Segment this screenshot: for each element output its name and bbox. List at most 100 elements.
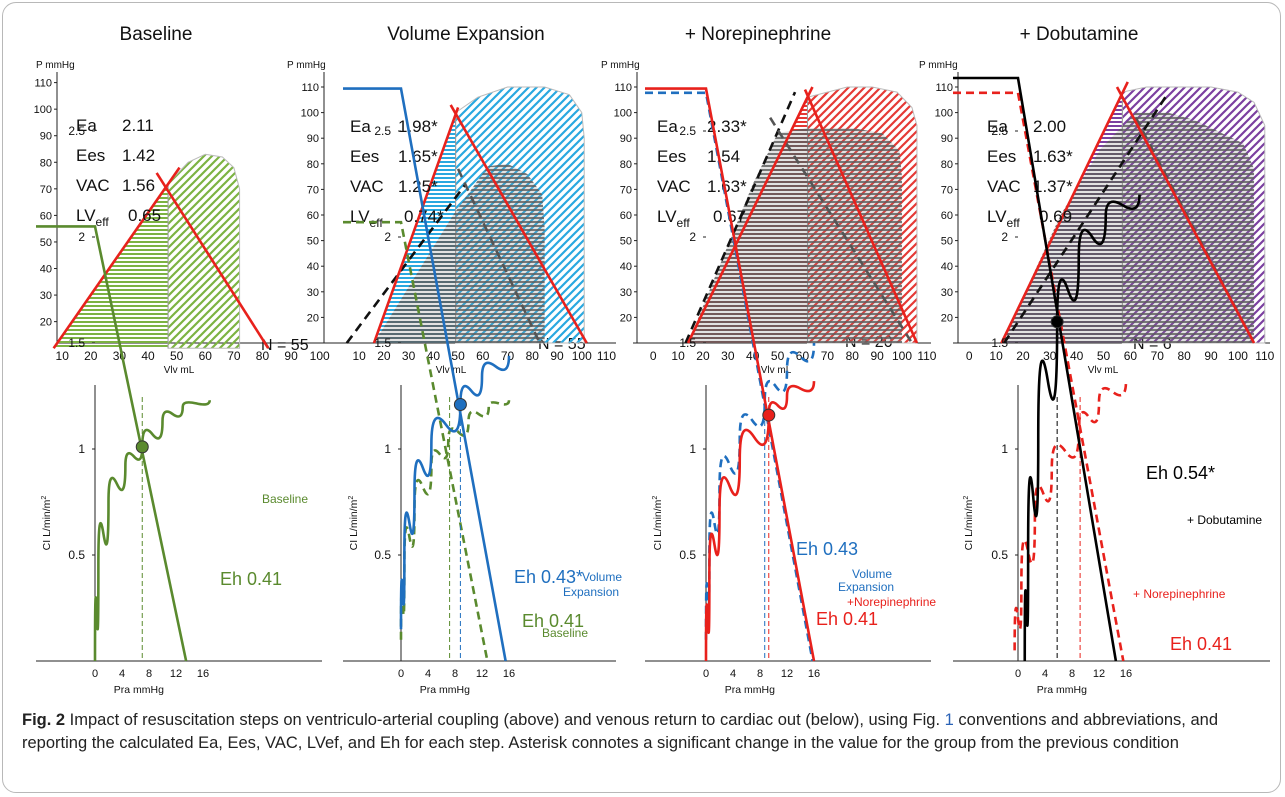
pv-x-tick-label: 50: [1097, 349, 1111, 363]
pv-x-tick-label: 70: [1151, 349, 1165, 363]
pv-previous-ees-line: [345, 183, 467, 344]
vr-eh-label: Eh 0.54*: [1146, 463, 1215, 483]
vr-x-tick-label: 16: [503, 668, 515, 680]
pv-stat-value: 1.42: [122, 146, 155, 165]
vr-y-axis-label: CI L/min/m2: [348, 496, 360, 551]
vr-y-tick-label: 2: [689, 230, 696, 244]
vr-panel-4: 0.5 1 1.5 2 2.5 0 4 8 12 16 Pra mmHg CI L/min/m2 + D…: [953, 76, 1270, 696]
pv-y-tick-label: 60: [620, 210, 632, 222]
pv-x-tick-label: 100: [310, 349, 330, 363]
pv-x-tick-label: 70: [227, 349, 241, 363]
vr-y-tick-label: 2: [78, 230, 85, 244]
pv-x-tick-label: 20: [696, 349, 710, 363]
pv-x-tick-label: 10: [352, 349, 366, 363]
vr-cardiac-function-curve: [399, 355, 511, 630]
pv-panel-title: + Dobutamine: [1020, 24, 1139, 45]
pv-y-tick-label: 60: [40, 210, 52, 222]
pv-y-tick-label: 40: [941, 261, 953, 273]
pv-stat-name: VAC: [657, 177, 691, 196]
pv-x-tick-label: 30: [1043, 349, 1057, 363]
pv-y-tick-label: 50: [40, 237, 52, 249]
pv-stat-name: VAC: [987, 177, 1021, 196]
pv-x-tick-label: 60: [796, 349, 810, 363]
vr-series-label: Baseline: [262, 492, 308, 506]
pv-x-axis-label: Vlv mL: [1088, 365, 1119, 376]
vr-venous-return-curve: [343, 220, 489, 662]
vr-eh-label: Eh 0.43: [796, 539, 858, 559]
vr-cardiac-function-curve: [93, 400, 212, 662]
pv-x-tick-label: 60: [199, 349, 213, 363]
pv-stat-subscript: eff: [677, 216, 691, 230]
vr-x-tick-label: 16: [197, 668, 209, 680]
pv-loop-ejection-area: [167, 153, 241, 349]
pv-previous-loop: [688, 127, 903, 344]
vr-series-label: Expansion: [838, 580, 894, 594]
pv-y-tick-label: 30: [620, 287, 632, 299]
vr-series-label: + Dobutamine: [1187, 513, 1262, 527]
vr-eh-label: Eh 0.41: [220, 569, 282, 589]
vr-y-axis-label-sup: 2: [652, 496, 659, 500]
pv-x-tick-label: 110: [597, 349, 616, 363]
vr-venous-return-curve: [36, 225, 188, 662]
pv-y-tick-label: 50: [620, 236, 632, 248]
vr-y-axis-label-sup: 2: [41, 496, 48, 500]
pv-stat-value: 1.63*: [1033, 147, 1073, 166]
pv-x-tick-label: 90: [1204, 349, 1218, 363]
pv-stat-name: VAC: [76, 176, 110, 195]
pv-stat-subscript: eff: [1007, 216, 1021, 230]
pv-stat-value: 1.56: [122, 176, 155, 195]
pv-y-tick-label: 50: [941, 236, 953, 248]
pv-y-tick-label: 90: [40, 131, 52, 143]
pv-ea-line: [803, 89, 919, 344]
pv-x-tick-label: 90: [870, 349, 884, 363]
pv-stat-value: 1.37*: [1033, 177, 1073, 196]
vr-x-tick-label: 8: [452, 668, 458, 680]
caption-text: Impact of resuscitation steps on ventric…: [65, 711, 945, 729]
pv-stat-value: 2.33*: [707, 117, 747, 136]
pv-y-tick-label: 60: [941, 210, 953, 222]
pv-y-tick-label: 20: [307, 312, 319, 324]
vr-operating-point: [453, 397, 467, 411]
pv-previous-ees-line: [1003, 96, 1167, 344]
vr-y-tick-label: 2.5: [374, 124, 391, 138]
pv-panel-title: Baseline: [120, 24, 193, 45]
pv-y-tick-label: 30: [941, 287, 953, 299]
pv-y-tick-label: 80: [40, 157, 52, 169]
pv-x-tick-label: 10: [671, 349, 685, 363]
pv-stat-name: LVeff: [350, 207, 383, 230]
vr-y-axis-label: CI L/min/m2: [41, 496, 53, 551]
pv-y-tick-label: 60: [307, 210, 319, 222]
vr-y-tick-label: 1: [384, 442, 391, 456]
vr-x-tick-label: 0: [1015, 668, 1021, 680]
vr-y-tick-label: 1.5: [374, 336, 391, 350]
vr-panel-3: 0.5 1 1.5 2 2.5 0 4 8 12 16 Pra mmHg CI L/min/m2 Vol…: [645, 87, 936, 696]
vr-x-tick-label: 0: [398, 668, 404, 680]
pv-y-tick-label: 50: [307, 236, 319, 248]
pv-stat-name: VAC: [350, 177, 384, 196]
pv-x-tick-label: 20: [1016, 349, 1030, 363]
pv-y-tick-label: 20: [941, 312, 953, 324]
pv-stat-name: Ea: [350, 117, 371, 136]
pv-y-tick-label: 110: [301, 82, 319, 94]
pv-y-tick-label: 70: [307, 184, 319, 196]
vr-y-axis-label-sup: 2: [963, 496, 970, 500]
vr-cardiac-function-curve: [704, 342, 816, 640]
vr-x-tick-label: 12: [781, 668, 793, 680]
pv-stat-value: 0.69: [1039, 207, 1072, 226]
pv-y-tick-label: 100: [301, 108, 319, 120]
pv-y-tick-label: 80: [620, 159, 632, 171]
vr-y-axis-label: CI L/min/m2: [652, 496, 664, 551]
pv-y-axis-label: P mmHg: [287, 60, 326, 71]
figure-reference-link[interactable]: 1: [944, 711, 954, 729]
figure-caption: Fig. 2 Impact of resuscitation steps on …: [22, 709, 1252, 755]
pv-y-tick-label: 30: [40, 290, 52, 302]
vr-y-tick-label: 2: [384, 230, 391, 244]
vr-eh-label: Eh 0.41: [816, 609, 878, 629]
vr-y-axis-label: CI L/min/m2: [963, 496, 975, 551]
pv-panel-2: Volume Expansion P mmHg 20 30 40 50 60 70 80 90 10…: [287, 24, 616, 376]
vr-y-tick-label: 0.5: [991, 548, 1008, 562]
pv-x-tick-label: 90: [550, 349, 564, 363]
vr-y-tick-label: 1: [78, 442, 85, 456]
pv-y-tick-label: 80: [941, 159, 953, 171]
pv-y-axis-label: P mmHg: [601, 60, 640, 71]
